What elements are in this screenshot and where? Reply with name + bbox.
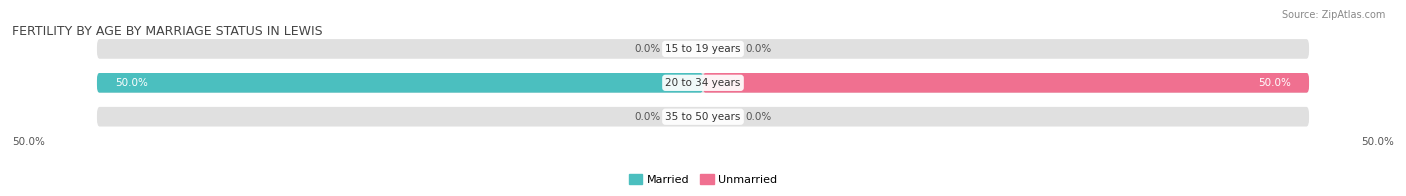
- FancyBboxPatch shape: [97, 73, 1309, 93]
- Text: Source: ZipAtlas.com: Source: ZipAtlas.com: [1281, 10, 1385, 20]
- Text: 0.0%: 0.0%: [634, 112, 661, 122]
- FancyBboxPatch shape: [97, 107, 1309, 127]
- FancyBboxPatch shape: [703, 73, 1309, 93]
- Text: 15 to 19 years: 15 to 19 years: [665, 44, 741, 54]
- FancyBboxPatch shape: [97, 73, 703, 93]
- Legend: Married, Unmarried: Married, Unmarried: [628, 174, 778, 185]
- Text: 20 to 34 years: 20 to 34 years: [665, 78, 741, 88]
- Text: 0.0%: 0.0%: [634, 44, 661, 54]
- Text: FERTILITY BY AGE BY MARRIAGE STATUS IN LEWIS: FERTILITY BY AGE BY MARRIAGE STATUS IN L…: [13, 24, 323, 38]
- Text: 50.0%: 50.0%: [1258, 78, 1291, 88]
- FancyBboxPatch shape: [97, 39, 1309, 59]
- Text: 50.0%: 50.0%: [13, 137, 45, 147]
- Text: 50.0%: 50.0%: [115, 78, 148, 88]
- Text: 35 to 50 years: 35 to 50 years: [665, 112, 741, 122]
- Text: 0.0%: 0.0%: [745, 112, 772, 122]
- Text: 50.0%: 50.0%: [1361, 137, 1393, 147]
- Text: 0.0%: 0.0%: [745, 44, 772, 54]
